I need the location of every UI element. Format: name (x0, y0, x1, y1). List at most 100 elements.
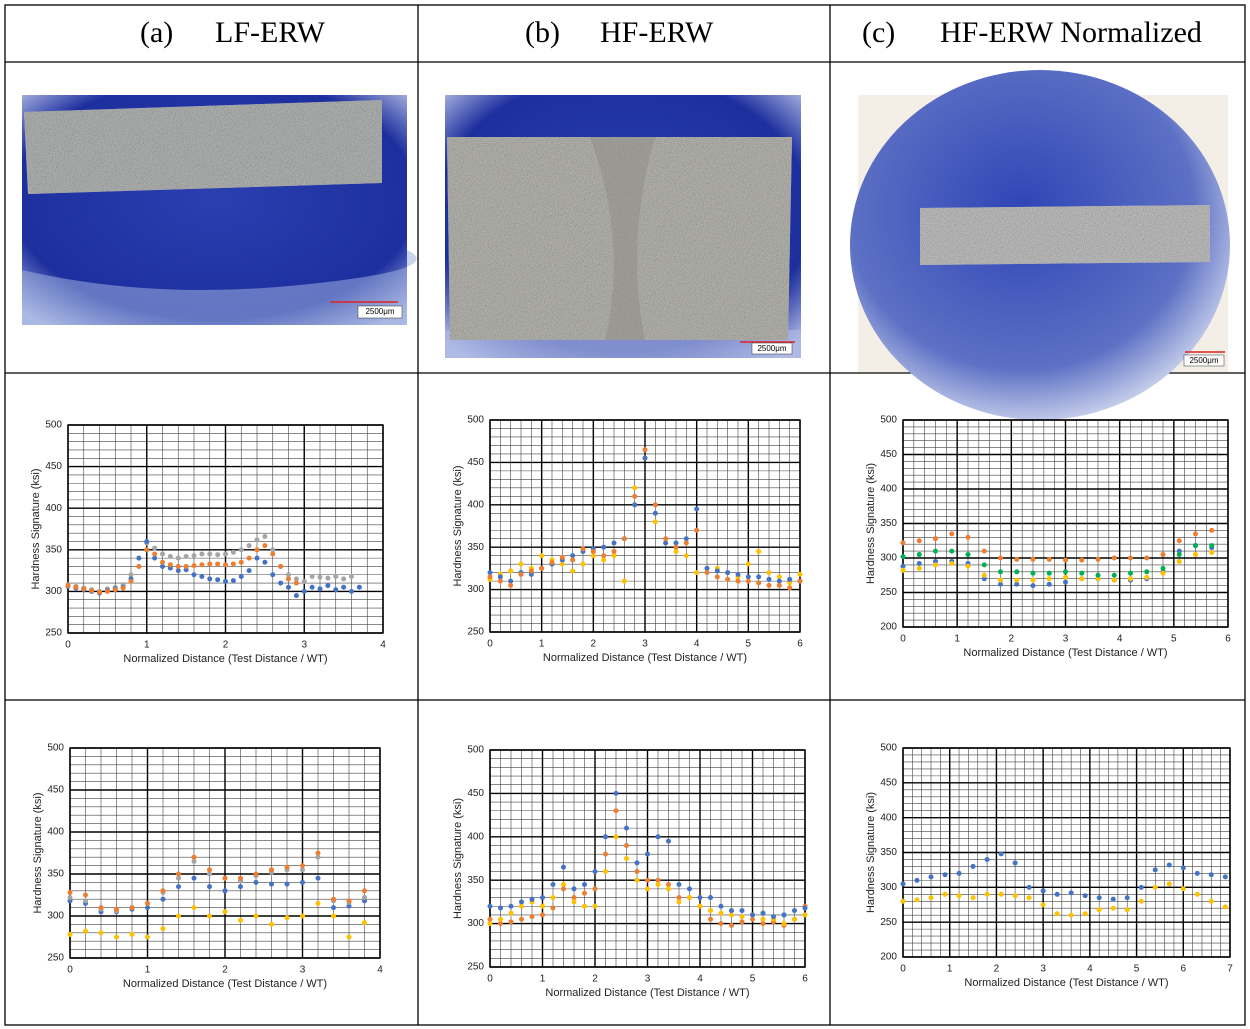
point (318, 586, 323, 591)
point (83, 898, 88, 903)
point (1167, 863, 1172, 868)
point (144, 547, 149, 552)
point (270, 551, 275, 556)
point (81, 586, 86, 591)
header-label: (b) (525, 16, 560, 49)
x-tick-label: 1 (954, 634, 960, 645)
point (957, 871, 962, 876)
point (736, 572, 741, 577)
x-tick-label: 2 (994, 964, 1000, 975)
point (254, 880, 259, 885)
x-tick-label: 2 (591, 639, 597, 650)
point (1209, 899, 1214, 904)
point (488, 574, 493, 579)
point (719, 921, 724, 926)
point (971, 895, 976, 900)
point (1177, 538, 1182, 543)
y-tick-label: 450 (45, 461, 62, 472)
y-tick-label: 200 (880, 952, 897, 963)
point (1112, 573, 1117, 578)
point (708, 917, 713, 922)
point (656, 878, 661, 883)
x-tick-label: 2 (1009, 634, 1015, 645)
point (97, 590, 102, 595)
point (99, 905, 104, 910)
point (715, 568, 720, 573)
point (632, 485, 637, 490)
point (247, 568, 252, 573)
point (998, 569, 1003, 574)
point (612, 540, 617, 545)
point (215, 577, 220, 582)
point (1079, 576, 1084, 581)
chart: 01234567200250300350400450500Normalized … (865, 743, 1233, 989)
x-tick-label: 3 (1063, 634, 1069, 645)
point (1209, 872, 1214, 877)
point (498, 917, 503, 922)
point (68, 890, 73, 895)
point (1177, 559, 1182, 564)
point (357, 585, 362, 590)
point (325, 576, 330, 581)
y-tick-label: 450 (47, 785, 64, 796)
y-tick-label: 250 (467, 627, 484, 638)
point (498, 579, 503, 584)
point (1014, 578, 1019, 583)
x-tick-label: 3 (642, 639, 648, 650)
x-tick-label: 4 (1087, 964, 1093, 975)
point (643, 456, 648, 461)
point (1096, 573, 1101, 578)
point (239, 547, 244, 552)
y-tick-label: 500 (47, 743, 64, 754)
point (316, 901, 321, 906)
x-tick-label: 1 (539, 639, 545, 650)
point (582, 891, 587, 896)
point (666, 886, 671, 891)
x-axis-label: Normalized Distance (Test Distance / WT) (963, 647, 1167, 659)
point (929, 874, 934, 879)
point (656, 882, 661, 887)
photo: 2500μm (850, 70, 1230, 420)
point (677, 882, 682, 887)
point (192, 563, 197, 568)
point (1144, 556, 1149, 561)
point (756, 580, 761, 585)
point (121, 586, 126, 591)
point (561, 886, 566, 891)
x-tick-label: 1 (947, 964, 953, 975)
x-axis-label: Normalized Distance (Test Distance / WT) (543, 652, 747, 664)
point (917, 561, 922, 566)
point (767, 570, 772, 575)
point (331, 905, 336, 910)
point (917, 538, 922, 543)
point (632, 494, 637, 499)
point (729, 908, 734, 913)
point (207, 576, 212, 581)
point (152, 546, 157, 551)
point (1112, 556, 1117, 561)
point (998, 556, 1003, 561)
point (603, 869, 608, 874)
point (192, 553, 197, 558)
point (498, 905, 503, 910)
point (1193, 552, 1198, 557)
point (645, 886, 650, 891)
x-tick-label: 5 (1134, 964, 1140, 975)
point (1055, 911, 1060, 916)
point (622, 579, 627, 584)
point (1181, 886, 1186, 891)
point (262, 543, 267, 548)
point (318, 575, 323, 580)
point (540, 895, 545, 900)
point (653, 502, 658, 507)
point (684, 553, 689, 558)
point (1125, 907, 1130, 912)
y-axis-label: Hardness Signature (ksi) (865, 792, 877, 913)
point (519, 899, 524, 904)
point (488, 921, 493, 926)
point (498, 921, 503, 926)
point (715, 574, 720, 579)
photo: 2500μm (445, 95, 801, 358)
point (168, 562, 173, 567)
